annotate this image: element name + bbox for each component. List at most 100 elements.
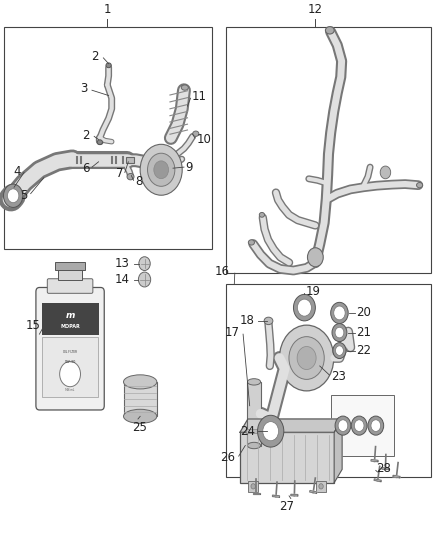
Circle shape [289, 337, 324, 379]
Circle shape [331, 302, 348, 324]
Bar [331, 395, 394, 456]
Ellipse shape [247, 442, 261, 449]
Circle shape [7, 189, 19, 203]
Ellipse shape [248, 240, 254, 245]
Bar [246, 429, 262, 433]
Circle shape [140, 144, 182, 195]
Circle shape [4, 184, 23, 207]
Circle shape [279, 325, 334, 391]
Text: 2: 2 [91, 50, 99, 63]
Text: 10: 10 [196, 133, 211, 146]
Circle shape [251, 483, 255, 489]
Text: OIL FILTER: OIL FILTER [63, 350, 77, 354]
Ellipse shape [417, 182, 423, 188]
Ellipse shape [97, 140, 102, 144]
Bar [124, 382, 157, 416]
Text: 19: 19 [305, 285, 320, 298]
Text: 3: 3 [80, 82, 88, 95]
Circle shape [351, 416, 367, 435]
Circle shape [297, 346, 316, 369]
Ellipse shape [247, 378, 261, 385]
Ellipse shape [325, 27, 334, 34]
Circle shape [307, 248, 323, 267]
Text: 21: 21 [356, 326, 371, 339]
Circle shape [297, 299, 311, 316]
Ellipse shape [106, 63, 111, 68]
Text: 22: 22 [356, 344, 371, 357]
Circle shape [336, 346, 343, 356]
Ellipse shape [181, 85, 188, 90]
Circle shape [258, 415, 284, 447]
Text: 6: 6 [82, 161, 90, 175]
Text: 2: 2 [82, 129, 90, 142]
Text: m: m [65, 311, 75, 320]
Circle shape [380, 166, 391, 179]
FancyBboxPatch shape [47, 279, 93, 293]
Text: 8: 8 [135, 175, 142, 188]
Bar [58, 270, 82, 280]
Polygon shape [272, 495, 279, 497]
Circle shape [60, 361, 81, 387]
Text: 7: 7 [117, 167, 124, 180]
Circle shape [334, 306, 345, 320]
Text: 12: 12 [308, 3, 323, 16]
Text: 27: 27 [279, 500, 294, 513]
Ellipse shape [124, 409, 157, 423]
Circle shape [333, 343, 346, 359]
Ellipse shape [193, 131, 199, 136]
Circle shape [368, 416, 384, 435]
Circle shape [371, 420, 381, 431]
Text: 5W-30: 5W-30 [64, 360, 76, 364]
Ellipse shape [264, 317, 273, 325]
Text: 17: 17 [225, 326, 240, 339]
Bar [42, 337, 98, 397]
Text: 5: 5 [20, 189, 27, 201]
Circle shape [148, 153, 175, 187]
Circle shape [154, 161, 169, 179]
Text: 23: 23 [331, 370, 346, 383]
Polygon shape [240, 419, 342, 432]
Ellipse shape [127, 173, 134, 180]
Bar [42, 303, 99, 335]
Circle shape [138, 272, 151, 287]
Polygon shape [371, 459, 378, 462]
Text: 946 mL: 946 mL [65, 387, 75, 392]
Text: 16: 16 [215, 265, 230, 278]
Text: 1: 1 [103, 3, 111, 16]
FancyBboxPatch shape [36, 287, 104, 410]
Circle shape [335, 327, 344, 338]
Text: 15: 15 [25, 319, 40, 332]
Circle shape [332, 324, 347, 342]
Bar [248, 481, 258, 492]
Text: 13: 13 [114, 257, 129, 270]
Text: 20: 20 [356, 306, 371, 319]
Bar [55, 262, 85, 270]
Bar [247, 382, 261, 446]
Circle shape [354, 420, 364, 431]
Polygon shape [374, 479, 381, 482]
Circle shape [335, 416, 351, 435]
Bar [126, 157, 134, 164]
Polygon shape [382, 468, 389, 470]
Polygon shape [291, 494, 298, 496]
Circle shape [338, 420, 348, 431]
Text: 11: 11 [191, 90, 206, 103]
Ellipse shape [259, 213, 265, 217]
Ellipse shape [124, 375, 157, 389]
Bar [240, 432, 334, 482]
Text: 4: 4 [14, 165, 21, 178]
Text: 28: 28 [376, 462, 391, 475]
Polygon shape [253, 493, 260, 494]
Polygon shape [310, 490, 317, 494]
Circle shape [293, 294, 315, 321]
Polygon shape [334, 419, 342, 482]
Text: 25: 25 [132, 421, 147, 433]
Circle shape [139, 257, 150, 271]
Text: 9: 9 [185, 160, 193, 174]
Bar [316, 481, 326, 492]
Text: 26: 26 [220, 451, 235, 464]
Circle shape [263, 422, 279, 441]
Text: 14: 14 [114, 273, 129, 286]
Bar [226, 284, 431, 478]
Text: MOPAR: MOPAR [60, 324, 80, 329]
